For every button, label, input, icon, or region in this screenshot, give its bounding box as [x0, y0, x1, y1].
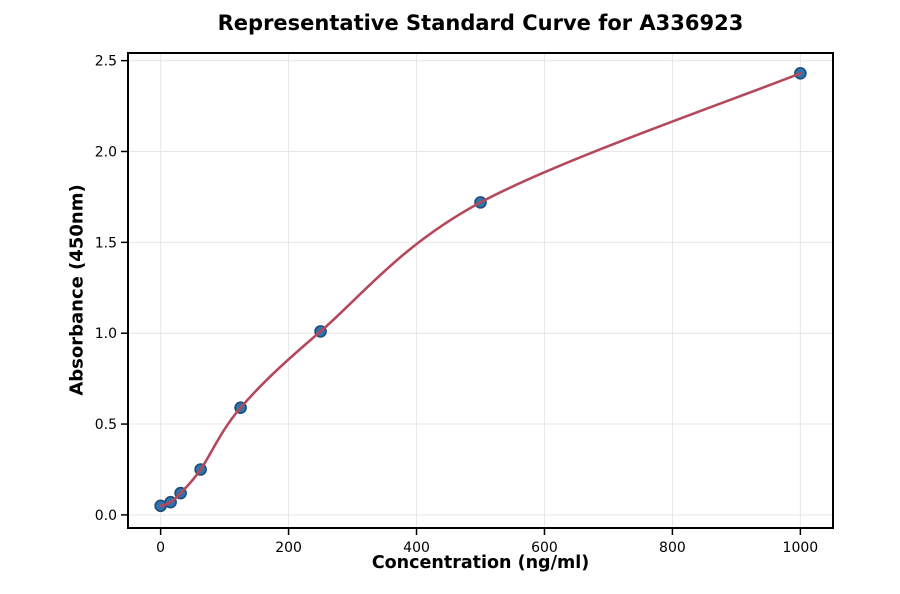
x-tick-label: 800	[659, 540, 686, 556]
x-tick-label: 400	[403, 540, 430, 556]
x-tick-label: 600	[531, 540, 558, 556]
axes-frame	[127, 52, 834, 529]
y-tick-label: 1.0	[95, 326, 117, 342]
y-axis-label: Absorbance (450nm)	[66, 184, 88, 396]
x-tick-label: 1000	[783, 540, 819, 556]
x-tick-label: 0	[156, 540, 165, 556]
chart-title: Representative Standard Curve for A33692…	[217, 11, 744, 35]
y-tick-label: 0.0	[95, 508, 117, 524]
y-tick-label: 1.5	[95, 235, 117, 251]
x-axis-label: Concentration (ng/ml)	[371, 553, 590, 573]
y-tick-label: 0.5	[95, 417, 117, 433]
y-tick-label: 2.0	[95, 144, 117, 160]
fit-curve-line	[159, 72, 802, 508]
x-tick-label: 200	[275, 540, 302, 556]
y-tick-label: 2.5	[95, 54, 117, 70]
